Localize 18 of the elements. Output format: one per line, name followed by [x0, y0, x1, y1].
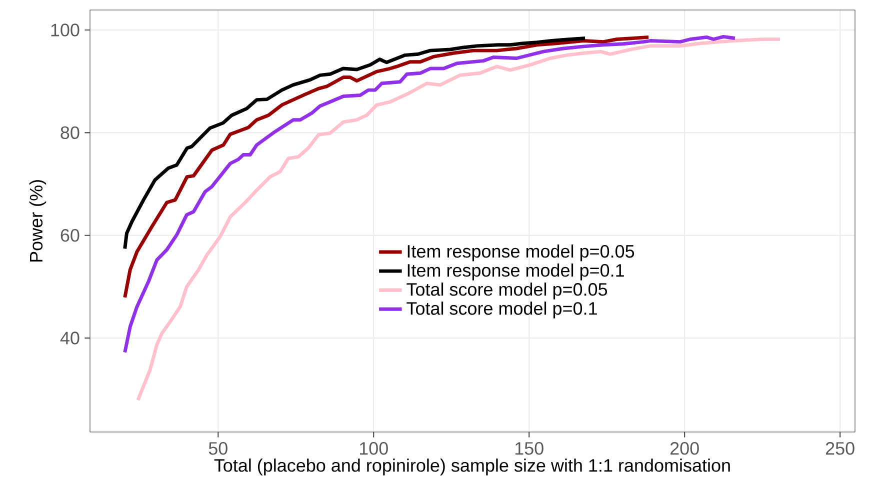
legend-label: Item response model p=0.1	[408, 264, 624, 280]
x-tick-label: 150	[515, 442, 544, 455]
y-tick-label: 60	[60, 228, 80, 242]
x-tick-label: 50	[208, 442, 228, 455]
y-tick-label: 40	[60, 332, 80, 344]
y-axis-title: Power (%)	[29, 180, 46, 262]
line-series	[123, 34, 737, 354]
legend-label: Item response model p=0.05	[408, 244, 634, 262]
legend-label: Total score model p=0.05	[406, 282, 608, 300]
x-tick-label: 100	[360, 442, 388, 455]
x-tick-label: 200	[670, 442, 699, 455]
y-tick-label: 100	[51, 24, 80, 36]
y-tick-label: 80	[60, 126, 80, 140]
line-series	[123, 35, 650, 300]
line-series	[136, 38, 782, 402]
legend-label: Total score model p=0.1	[406, 302, 597, 318]
x-tick-label: 250	[826, 442, 854, 455]
x-axis-title: Total (placebo and ropinirole) sample size with 1:1 randomisation	[214, 458, 730, 476]
